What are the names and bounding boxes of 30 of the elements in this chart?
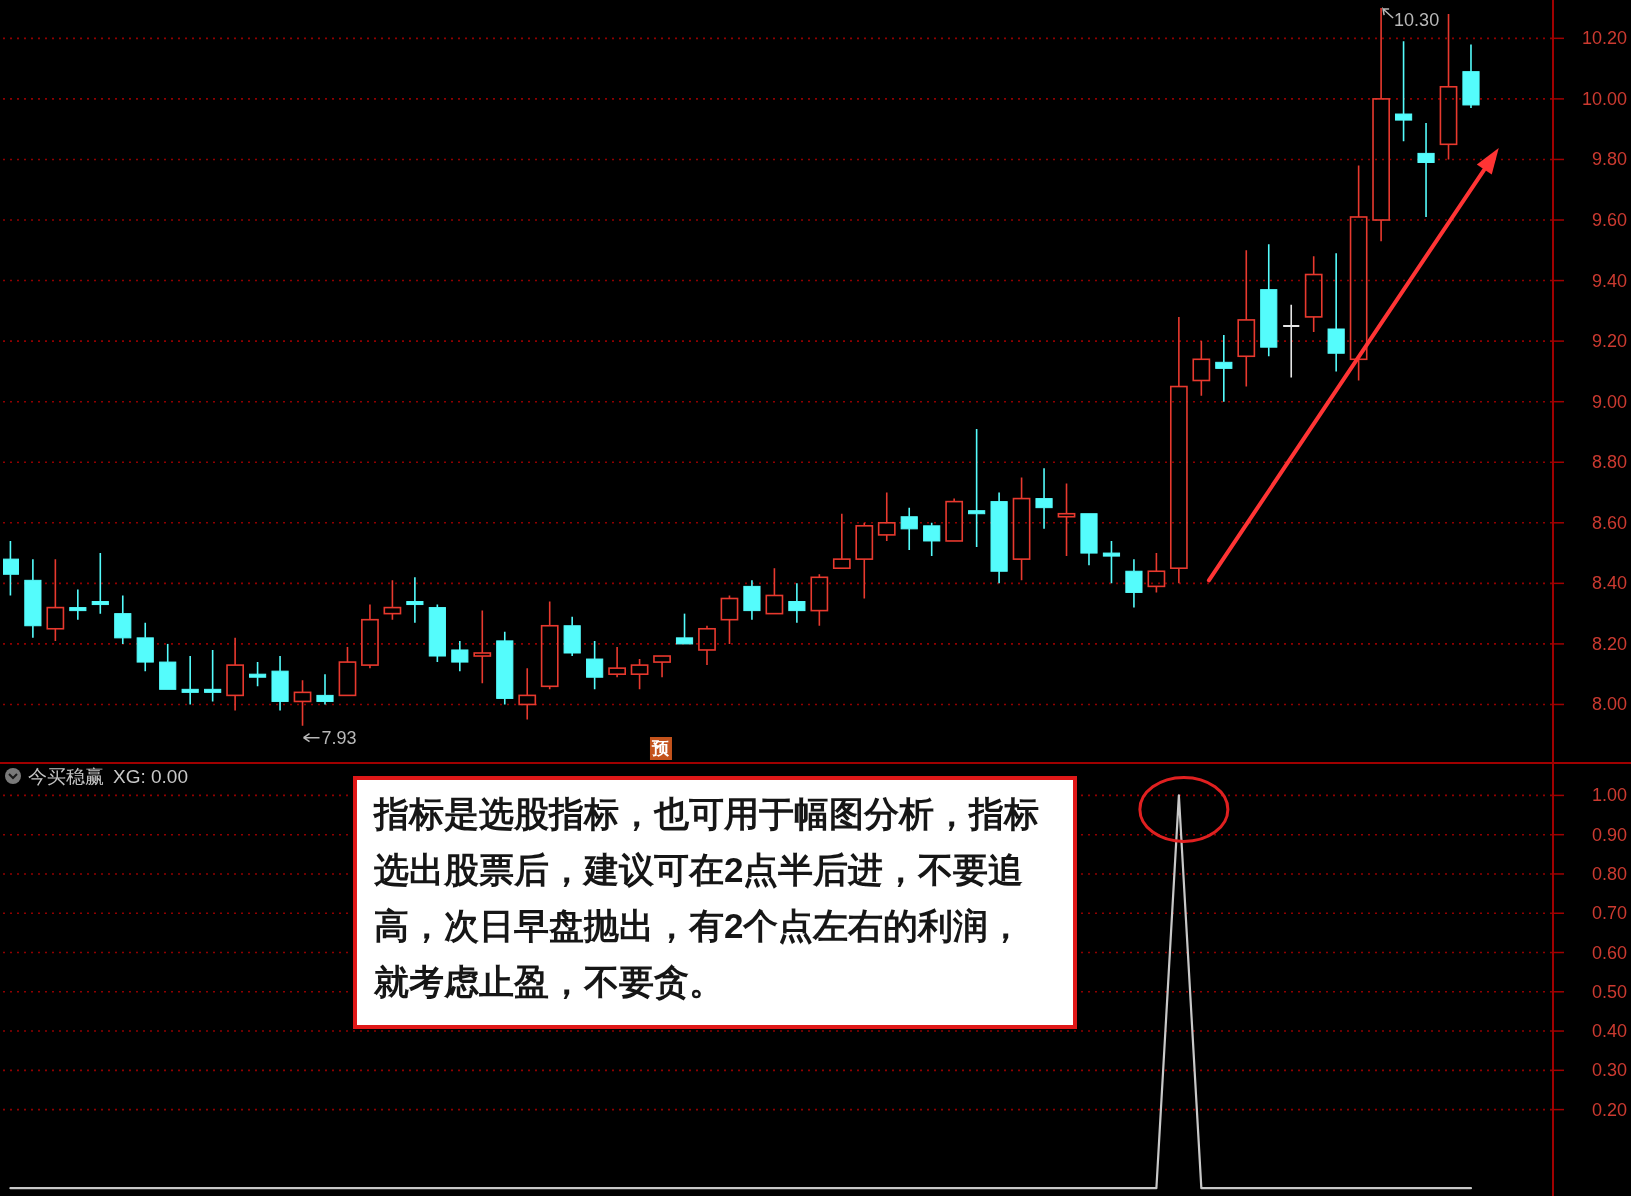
y-tick-label: 9.80 [1591,149,1627,170]
y-tick-label: 8.00 [1591,694,1627,715]
y-tick-label: 10.20 [1581,28,1627,49]
y-tick-label: 0.90 [1591,824,1627,845]
y-tick-label: 8.20 [1591,633,1627,654]
y-tick-label: 0.60 [1591,942,1627,963]
annotation-badge: 预 [650,737,672,760]
y-tick-label: 0.20 [1591,1099,1627,1120]
y-tick-label: 0.70 [1591,903,1627,924]
y-tick-label: 8.60 [1591,512,1627,533]
chart-title: 今买稳赢 [28,765,104,787]
y-tick-label: 1.00 [1591,785,1627,806]
y-tick-label: 8.40 [1591,573,1627,594]
annotation: 7.93 [321,727,357,748]
annotation: 指标是选股指标，也可用于幅图分析，指标选出股票后，建议可在2点半后进，不要追高，次日早盘抛出，有2个点左右的利润，就考虑止盈，不要贪。 [372,793,1039,1001]
y-tick-label: 0.50 [1591,981,1627,1002]
y-tick-label: 8.80 [1591,452,1627,473]
y-tick-label: 0.40 [1591,1021,1627,1042]
annotation: 7.93 [302,727,357,748]
annotation-note: 指标是选股指标，也可用于幅图分析，指标选出股票后，建议可在2点半后进，不要追高，次日早盘抛出，有2个点左右的利润，就考虑止盈，不要贪。 [353,776,1077,1029]
y-tick-label: 9.40 [1591,270,1627,291]
y-tick-label: 9.00 [1591,391,1627,412]
annotation: 10.30 [1394,10,1440,31]
y-tick-label: 10.00 [1581,88,1627,109]
y-tick-label: 0.80 [1591,863,1627,884]
y-tick-label: 9.20 [1591,331,1627,352]
legend: XG: 0.00 [113,765,188,787]
y-tick-label: 9.60 [1591,210,1627,231]
annotation: 10.30 [1382,7,1440,31]
y-tick-label: 0.30 [1591,1060,1627,1081]
